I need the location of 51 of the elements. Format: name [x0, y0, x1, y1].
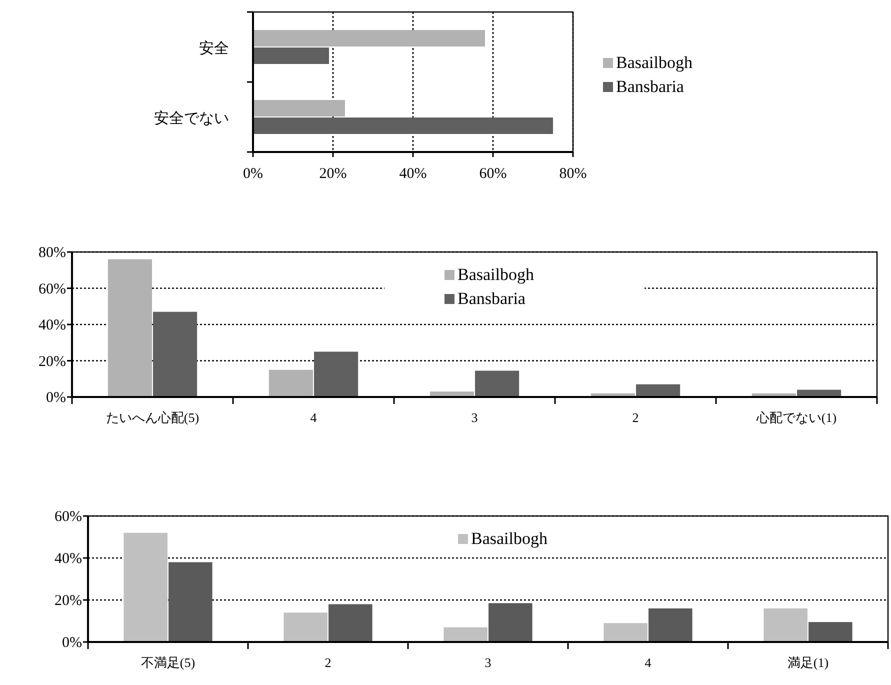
- bar: [124, 532, 168, 642]
- legend-label: Basailbogh: [616, 53, 693, 72]
- y-tick-label: 0%: [46, 390, 66, 406]
- y-tick-label: 60%: [38, 281, 66, 298]
- y-tick-label: 40%: [38, 318, 66, 334]
- x-tick-label: 40%: [399, 166, 427, 182]
- x-tick-label: 満足(1): [787, 655, 829, 670]
- legend-label: Basailbogh: [471, 529, 548, 548]
- x-tick-label: 4: [310, 410, 318, 425]
- x-tick-label: 心配でない(1): [755, 410, 837, 425]
- x-tick-label: 80%: [559, 166, 587, 182]
- bar: [636, 384, 680, 397]
- bar: [168, 562, 212, 642]
- y-tick-label: 安全: [199, 40, 229, 57]
- x-tick-label: 3: [471, 410, 478, 425]
- legend-label: Bansbaria: [616, 77, 684, 96]
- bar: [253, 118, 553, 134]
- bar: [314, 352, 358, 397]
- bar: [108, 259, 152, 397]
- legend-label: Basailbogh: [458, 265, 534, 284]
- x-tick-label: 4: [644, 655, 652, 670]
- bar: [253, 48, 329, 64]
- bar: [284, 612, 328, 642]
- bar: [253, 30, 485, 46]
- bar: [488, 603, 532, 642]
- y-tick-label: 40%: [54, 551, 82, 567]
- y-tick-label: 0%: [62, 635, 82, 651]
- x-tick-label: 20%: [319, 166, 347, 182]
- x-tick-label: 2: [324, 655, 332, 670]
- bar: [764, 608, 808, 642]
- bar: [253, 100, 345, 116]
- y-tick-label: 80%: [38, 245, 66, 261]
- x-tick-label: 0%: [243, 166, 263, 182]
- bar: [648, 608, 692, 642]
- y-tick-label: 20%: [38, 354, 66, 370]
- legend-label: Bansbaria: [458, 289, 526, 308]
- bar: [444, 627, 488, 642]
- bar: [153, 312, 198, 397]
- x-tick-label: 不満足(5): [140, 655, 196, 670]
- bar: [268, 370, 313, 397]
- bar: [808, 622, 852, 642]
- bar: [475, 370, 520, 397]
- x-tick-label: 2: [632, 410, 639, 425]
- y-tick-label: 60%: [54, 509, 82, 525]
- bar: [328, 604, 372, 642]
- y-tick-label: 安全でない: [154, 110, 229, 127]
- x-tick-label: 3: [484, 655, 492, 670]
- y-tick-label: 20%: [54, 593, 82, 609]
- bar: [604, 623, 648, 642]
- x-tick-label: 60%: [479, 166, 507, 182]
- x-tick-label: たいへん心配(5): [106, 410, 200, 425]
